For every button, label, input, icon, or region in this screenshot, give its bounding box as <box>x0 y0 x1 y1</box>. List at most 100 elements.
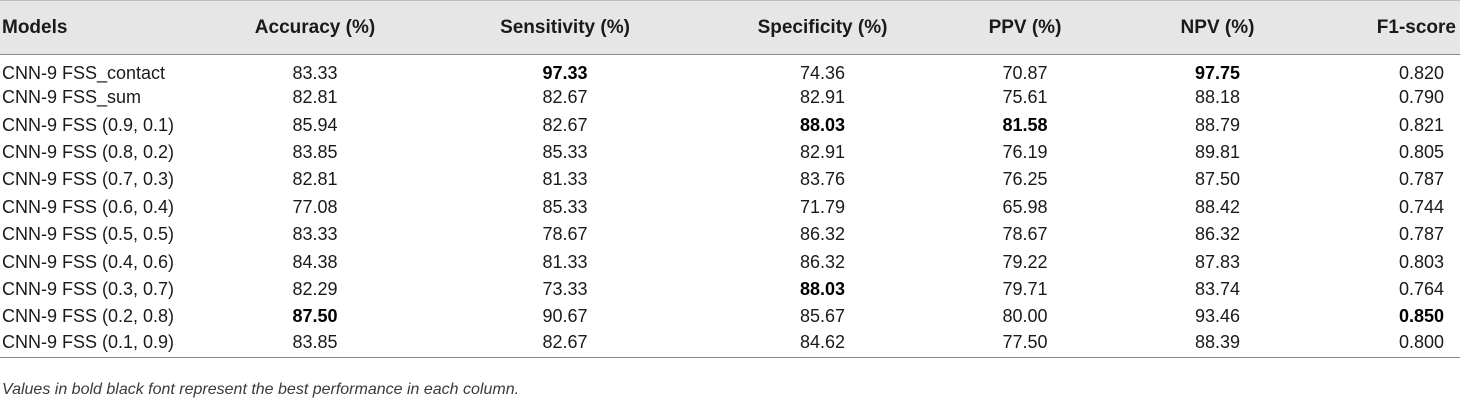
metric-cell: 0.764 <box>1398 278 1444 299</box>
table-footnote: Values in bold black font represent the … <box>2 381 520 398</box>
table-row: CNN-9 FSS (0.1, 0.9) 83.85 82.67 84.62 77.50… <box>0 330 1460 359</box>
metric-cell: 76.25 <box>1002 169 1048 190</box>
metric-cell: 77.50 <box>935 330 1115 359</box>
metric-cell: 0.850 <box>1398 306 1444 327</box>
metric-cell: 0.803 <box>1398 251 1444 272</box>
metric-cell: 97.75 <box>1194 63 1241 83</box>
metric-cell: 87.83 <box>1194 251 1241 272</box>
metric-cell: 0.821 <box>1398 114 1444 135</box>
metric-cell: 83.85 <box>292 141 338 162</box>
metric-cell: 87.50 <box>1194 169 1241 190</box>
table-row: CNN-9 FSS (0.5, 0.5) 83.33 78.67 86.32 78.67… <box>0 221 1460 248</box>
metric-cell: 82.67 <box>542 87 588 108</box>
metric-cell: 83.33 <box>292 63 338 83</box>
metric-cell: 78.67 <box>1002 224 1048 245</box>
table-row: CNN-9 FSS (0.8, 0.2) 83.85 85.33 82.91 76.19… <box>0 139 1460 166</box>
model-name-cell: CNN-9 FSS (0.6, 0.4) <box>2 196 175 217</box>
metric-cell: 93.46 <box>1194 306 1241 327</box>
header-npv: NPV (%) <box>1115 0 1320 55</box>
metric-cell: 74.36 <box>799 63 846 83</box>
metric-cell: 78.67 <box>542 224 588 245</box>
metric-cell: 86.32 <box>1194 224 1241 245</box>
metric-cell: 0.787 <box>1398 169 1444 190</box>
metric-cell: 85.33 <box>542 196 588 217</box>
metric-cell: 82.81 <box>292 87 338 108</box>
metric-cell: 85.94 <box>292 114 338 135</box>
metric-cell: 85.33 <box>542 141 588 162</box>
metric-cell: 0.805 <box>1398 141 1444 162</box>
model-name-cell: CNN-9 FSS_sum <box>2 87 142 108</box>
metric-cell: 0.744 <box>1398 196 1444 217</box>
model-name-cell: CNN-9 FSS (0.7, 0.3) <box>2 169 175 190</box>
results-table: Models Accuracy (%) Sensitivity (%) Spec… <box>0 0 1460 359</box>
metric-cell: 88.39 <box>1115 330 1320 359</box>
metric-cell: 0.800 <box>1320 330 1460 359</box>
metric-cell: 83.76 <box>799 169 846 190</box>
metric-cell: 65.98 <box>1002 196 1048 217</box>
metric-cell: 80.00 <box>1002 306 1048 327</box>
metric-cell: 71.79 <box>799 196 846 217</box>
metric-cell: 83.33 <box>292 224 338 245</box>
table-row: CNN-9 FSS (0.6, 0.4) 77.08 85.33 71.79 65.98… <box>0 194 1460 221</box>
table-row: CNN-9 FSS (0.9, 0.1) 85.94 82.67 88.03 81.58… <box>0 111 1460 138</box>
header-accuracy: Accuracy (%) <box>210 0 420 55</box>
model-name-cell: CNN-9 FSS (0.4, 0.6) <box>2 251 175 272</box>
metric-cell: 79.71 <box>1002 278 1048 299</box>
results-table-container: Models Accuracy (%) Sensitivity (%) Spec… <box>0 0 1460 359</box>
metric-cell: 84.38 <box>292 251 338 272</box>
metric-cell: 87.50 <box>292 306 338 327</box>
metric-cell: 81.33 <box>542 251 588 272</box>
metric-cell: 75.61 <box>1002 87 1048 108</box>
metric-cell: 81.58 <box>1002 114 1048 135</box>
header-models: Models <box>0 0 210 55</box>
metric-cell: 70.87 <box>1002 63 1048 83</box>
model-name-cell: CNN-9 FSS (0.8, 0.2) <box>2 141 175 162</box>
metric-cell: 82.91 <box>799 87 846 108</box>
metric-cell: 97.33 <box>542 63 588 83</box>
metric-cell: 0.787 <box>1398 224 1444 245</box>
metric-cell: 82.81 <box>292 169 338 190</box>
model-name-cell: CNN-9 FSS (0.5, 0.5) <box>2 224 175 245</box>
table-header-row: Models Accuracy (%) Sensitivity (%) Spec… <box>0 0 1460 55</box>
model-name-cell: CNN-9 FSS_contact <box>2 63 166 83</box>
header-sensitivity: Sensitivity (%) <box>420 0 710 55</box>
model-name-cell: CNN-9 FSS (0.9, 0.1) <box>2 114 175 135</box>
metric-cell: 73.33 <box>542 278 588 299</box>
metric-cell: 85.67 <box>799 306 846 327</box>
metric-cell: 79.22 <box>1002 251 1048 272</box>
header-ppv: PPV (%) <box>935 0 1115 55</box>
table-row: CNN-9 FSS_sum 82.81 82.67 82.91 75.61 88.18 0.… <box>0 84 1460 111</box>
metric-cell: 0.820 <box>1398 63 1444 83</box>
metric-cell: 82.29 <box>292 278 338 299</box>
metric-cell: 82.67 <box>542 114 588 135</box>
metric-cell: 86.32 <box>799 251 846 272</box>
metric-cell: 84.62 <box>710 330 935 359</box>
metric-cell: 83.85 <box>210 330 420 359</box>
metric-cell: 88.42 <box>1194 196 1241 217</box>
table-row: CNN-9 FSS_contact 83.33 97.33 74.36 70.87 97.… <box>0 55 1460 85</box>
metric-cell: 82.91 <box>799 141 846 162</box>
model-name-cell: CNN-9 FSS (0.2, 0.8) <box>2 306 175 327</box>
table-body: CNN-9 FSS_contact 83.33 97.33 74.36 70.87 97.… <box>0 55 1460 359</box>
metric-cell: 88.03 <box>799 114 846 135</box>
model-name-cell: CNN-9 FSS (0.3, 0.7) <box>2 278 175 299</box>
table-row: CNN-9 FSS (0.2, 0.8) 87.50 90.67 85.67 80.00… <box>0 303 1460 330</box>
metric-cell: 88.03 <box>799 278 846 299</box>
metric-cell: 88.18 <box>1194 87 1241 108</box>
metric-cell: 82.67 <box>420 330 710 359</box>
metric-cell: 76.19 <box>1002 141 1048 162</box>
metric-cell: 86.32 <box>799 224 846 245</box>
metric-cell: 81.33 <box>542 169 588 190</box>
metric-cell: 89.81 <box>1194 141 1241 162</box>
table-row: CNN-9 FSS (0.7, 0.3) 82.81 81.33 83.76 76.25… <box>0 166 1460 193</box>
metric-cell: 88.79 <box>1194 114 1241 135</box>
header-specificity: Specificity (%) <box>710 0 935 55</box>
metric-cell: 77.08 <box>292 196 338 217</box>
model-name-cell: CNN-9 FSS (0.1, 0.9) <box>0 330 210 359</box>
metric-cell: 0.790 <box>1398 87 1444 108</box>
metric-cell: 83.74 <box>1194 278 1241 299</box>
metric-cell: 90.67 <box>542 306 588 327</box>
table-row: CNN-9 FSS (0.4, 0.6) 84.38 81.33 86.32 79.22… <box>0 248 1460 275</box>
table-row: CNN-9 FSS (0.3, 0.7) 82.29 73.33 88.03 79.71… <box>0 276 1460 303</box>
header-f1-score: F1-score <box>1320 0 1460 55</box>
